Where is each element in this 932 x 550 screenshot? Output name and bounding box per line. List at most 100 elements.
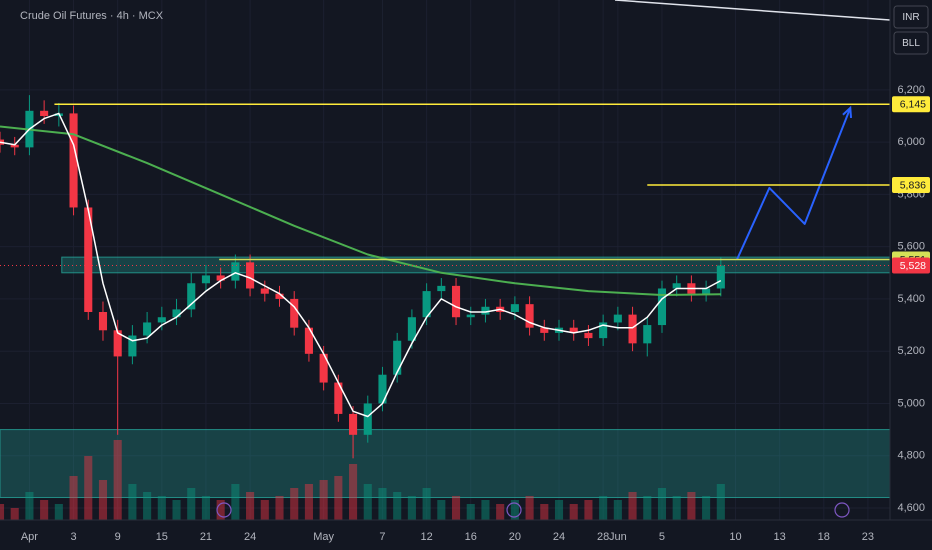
volume-bar [231, 484, 240, 520]
projection-arrowhead [842, 105, 853, 118]
candle-body [260, 288, 269, 294]
volume-bar [613, 500, 622, 520]
x-tick-label: 24 [244, 531, 256, 543]
x-tick-label: 12 [420, 531, 432, 543]
y-tick-label: 5,000 [897, 397, 925, 409]
volume-bar [628, 492, 637, 520]
volume-bar [10, 508, 19, 520]
event-icon[interactable] [216, 502, 232, 518]
candle-body [334, 382, 343, 414]
event-icon[interactable] [834, 502, 850, 518]
candle-body [599, 322, 608, 339]
volume-bar [584, 500, 593, 520]
candle-body [40, 110, 49, 117]
candle-body [702, 288, 711, 294]
candle-body [510, 304, 519, 312]
candle-body [525, 304, 534, 328]
candle-body [157, 317, 166, 323]
volume-bar [451, 496, 461, 520]
candle-body [407, 317, 416, 341]
axis-layer: Apr 3 9 15 21 24 May 7 12 16 20 24 28 Jun 5 10 13 18 23 4,6… [21, 84, 930, 543]
y-tick-label: 5,200 [897, 345, 925, 357]
x-tick-label: 20 [509, 531, 521, 543]
candle-body [349, 413, 358, 435]
candle-body [172, 309, 181, 318]
volume-bar [349, 464, 358, 520]
x-tick-label: 10 [729, 531, 741, 543]
x-tick-label: 9 [115, 531, 121, 543]
x-tick-label: 7 [379, 531, 385, 543]
candle-body [451, 285, 461, 318]
volume-bar [422, 488, 431, 520]
candle-body [69, 113, 78, 208]
moving-average-fast [0, 112, 722, 418]
candle-body [201, 275, 210, 284]
candle-body [187, 283, 196, 310]
x-tick-label: 5 [659, 531, 665, 543]
volume-bar [25, 492, 34, 520]
toolbar-button-label[interactable]: INR [902, 12, 919, 23]
x-tick-label: 24 [553, 531, 565, 543]
volume-bar [599, 496, 608, 520]
toolbar-button[interactable] [893, 5, 929, 29]
volume-bar [363, 484, 372, 520]
volume-bar [290, 488, 299, 520]
price-tag [892, 257, 930, 274]
trend-line [614, 0, 891, 21]
candle-body [10, 144, 19, 148]
volume-bar [672, 496, 681, 520]
candle-body [437, 285, 446, 292]
toolbar-button[interactable] [893, 31, 929, 55]
volume-bar [569, 504, 578, 520]
price-axis [890, 0, 932, 550]
volume-bar [143, 492, 152, 520]
volume-bar [172, 500, 181, 520]
candle-body [246, 262, 255, 289]
y-tick-label: 4,600 [897, 502, 925, 514]
volume-bar [466, 504, 475, 520]
x-tick-label: May [313, 531, 334, 543]
candle-body [393, 340, 402, 375]
x-tick-label: Apr [21, 531, 38, 543]
x-tick-label: 28 [597, 531, 609, 543]
candle-body [304, 327, 313, 354]
volume-bar [246, 492, 255, 520]
candle-body [422, 291, 431, 318]
x-tick-label: 3 [70, 531, 76, 543]
volume-bar [687, 492, 696, 520]
volume-bar [525, 496, 534, 520]
volume-bar [187, 488, 196, 520]
price-tag-label: 6,145 [900, 99, 926, 111]
candle-body [569, 327, 578, 333]
candle-body [216, 275, 225, 281]
volume-bar [54, 504, 63, 520]
volume-bar [407, 496, 416, 520]
candle-body [290, 298, 299, 328]
volume-bar [643, 496, 652, 520]
volume-bar [437, 500, 446, 520]
candle-body [84, 207, 93, 312]
volume-bar [275, 496, 284, 520]
volume-bar [554, 500, 564, 520]
y-tick-label: 6,000 [897, 136, 925, 148]
candle-body [628, 314, 637, 344]
volume-bar [260, 500, 269, 520]
volume-bar [393, 492, 402, 520]
y-tick-label: 5,400 [897, 293, 925, 305]
volume-bar [378, 488, 387, 520]
candle-body [613, 314, 622, 323]
price-tag [892, 96, 930, 113]
price-tag [892, 177, 930, 194]
candle-body [143, 322, 152, 336]
projection-path [736, 107, 852, 260]
event-icons [216, 502, 850, 518]
candle-body [378, 374, 387, 404]
x-tick-label: 13 [774, 531, 786, 543]
zone [0, 429, 891, 499]
toolbar-button-label[interactable]: BLL [902, 38, 920, 49]
volume-bar [496, 504, 505, 520]
event-icon[interactable] [506, 502, 522, 518]
volume-bar [40, 500, 49, 520]
volume-bar [113, 440, 122, 520]
